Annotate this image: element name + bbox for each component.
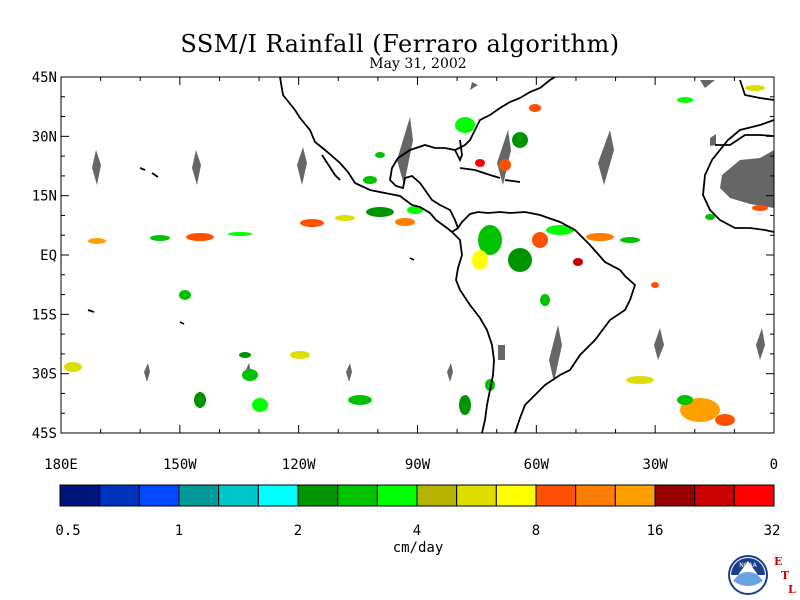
colorbar-swatch [456, 484, 497, 507]
colorbar-swatch [694, 484, 735, 507]
colorbar-unit: cm/day [392, 540, 444, 556]
logo-letter-e: E [774, 555, 782, 568]
lat-label: 30S [32, 367, 57, 383]
lon-label: 90W [405, 457, 431, 473]
colorbar-swatch [337, 484, 378, 507]
colorbar-swatch [654, 484, 696, 507]
map-plot-area [61, 77, 774, 433]
lat-label: 15N [32, 189, 57, 205]
colorbar-label: 0.5 [55, 523, 80, 539]
lat-label: EQ [40, 248, 57, 264]
colorbar-label: 8 [532, 523, 540, 539]
colorbar-swatch [733, 484, 775, 507]
no-data-swaths [92, 80, 774, 382]
colorbar-swatch [535, 484, 577, 507]
colorbar-swatch [376, 484, 418, 507]
colorbar-label: 16 [647, 523, 664, 539]
colorbar-swatch [138, 484, 180, 507]
rainfall-data [64, 85, 768, 426]
lat-ticks: 45N 30N 15N EQ 15S 30S 45S [32, 70, 774, 442]
colorbar-swatch [575, 484, 616, 507]
lon-ticks: 180E 150W 120W 90W 60W 30W 0 [44, 77, 778, 473]
coastlines [87, 77, 774, 433]
colorbar-label: 1 [175, 523, 183, 539]
logo-letter-t: T [781, 569, 790, 582]
colorbar: 0.5 1 2 4 8 16 32 [55, 484, 781, 539]
lon-label: 30W [643, 457, 669, 473]
lon-label: 0 [770, 457, 778, 473]
colorbar-label: 4 [413, 523, 421, 539]
logo-text: NOAA [739, 562, 757, 569]
colorbar-swatch [257, 484, 299, 507]
colorbar-swatch [495, 484, 537, 507]
map-title: SSM/I Rainfall (Ferraro algorithm) [180, 30, 620, 58]
colorbar-label: 32 [764, 523, 781, 539]
colorbar-swatch [178, 484, 220, 507]
map-date: May 31, 2002 [369, 56, 467, 72]
logo-letter-l: L [788, 583, 796, 596]
lon-label: 150W [163, 457, 197, 473]
colorbar-swatch [218, 484, 259, 507]
colorbar-swatch [416, 484, 458, 507]
lat-label: 45S [32, 426, 57, 442]
lat-label: 15S [32, 307, 57, 323]
lon-label: 60W [524, 457, 550, 473]
colorbar-swatch [614, 484, 656, 507]
colorbar-swatch [99, 484, 140, 507]
lat-label: 30N [32, 129, 57, 145]
noaa-etl-logo: NOAA E T L [728, 555, 796, 596]
lon-label: 180E [44, 457, 78, 473]
colorbar-swatch [59, 484, 101, 507]
colorbar-swatch [297, 484, 339, 507]
lon-label: 120W [282, 457, 316, 473]
colorbar-label: 2 [294, 523, 302, 539]
lat-label: 45N [32, 70, 57, 86]
